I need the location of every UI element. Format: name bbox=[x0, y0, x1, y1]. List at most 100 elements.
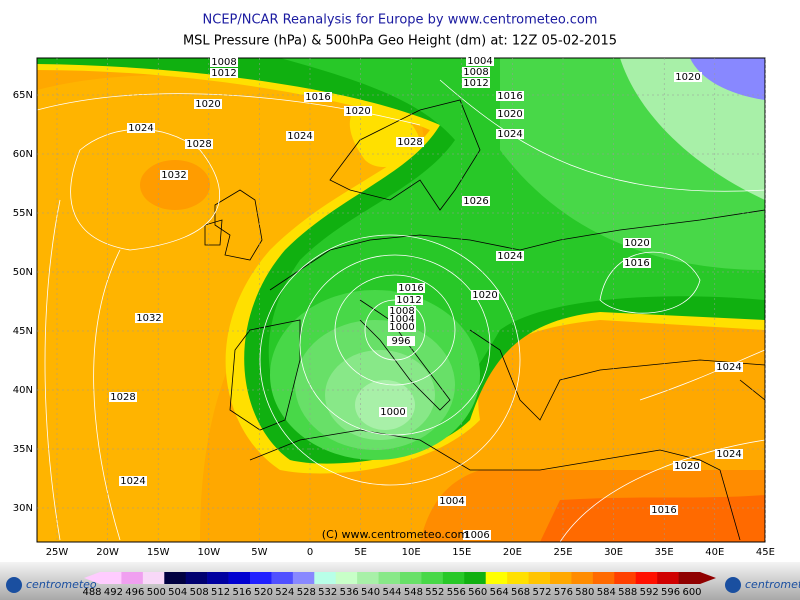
lon-label: 15W bbox=[147, 547, 170, 558]
isobar-label-box bbox=[127, 123, 155, 133]
isobar-label-box bbox=[496, 251, 524, 261]
colorbar-label: 572 bbox=[532, 587, 551, 598]
isobar-label: 1024 bbox=[120, 476, 145, 487]
isobar-label: 1020 bbox=[497, 109, 522, 120]
colorbar-label: 580 bbox=[575, 587, 594, 598]
colorbar-swatch bbox=[571, 572, 594, 584]
logo-icon bbox=[6, 577, 22, 593]
logo: centrometeo bbox=[745, 578, 800, 591]
isobar-label-box bbox=[387, 336, 415, 346]
colorbar-label: 548 bbox=[404, 587, 423, 598]
logo: centrometeo bbox=[26, 578, 97, 591]
isobar-label-box bbox=[715, 449, 743, 459]
isobar-label: 1020 bbox=[674, 461, 699, 472]
isobar-label: 1008 bbox=[463, 67, 488, 78]
colorbar-swatch bbox=[121, 572, 144, 584]
colorbar-label: 600 bbox=[682, 587, 701, 598]
isobar-label-box bbox=[185, 139, 213, 149]
colorbar-swatch bbox=[592, 572, 615, 584]
isobar-label-box bbox=[496, 109, 524, 119]
isobar-label: 1006 bbox=[464, 530, 489, 541]
colorbar-swatch bbox=[464, 572, 487, 584]
isobar-label: 1020 bbox=[624, 238, 649, 249]
colorbar-label: 592 bbox=[640, 587, 659, 598]
isobar-label: 1020 bbox=[675, 72, 700, 83]
colorbar-swatch bbox=[400, 572, 422, 584]
isobar-label: 1024 bbox=[287, 131, 312, 142]
isobar-label-box bbox=[344, 106, 372, 116]
colorbar-swatch bbox=[421, 572, 444, 584]
colorbar-swatch bbox=[678, 572, 701, 584]
isobar-label: 1012 bbox=[463, 78, 488, 89]
isobar-label-box bbox=[396, 137, 424, 147]
isobar-label: 1016 bbox=[651, 505, 676, 516]
isobar-label-box bbox=[674, 72, 702, 82]
subtitle: MSL Pressure (hPa) & 500hPa Geo Height (… bbox=[183, 34, 617, 49]
isobar-label-box bbox=[623, 238, 651, 248]
isobar-label: 1008 bbox=[389, 306, 414, 317]
isobar-label-box bbox=[304, 92, 332, 102]
colorbar-label: 584 bbox=[597, 587, 616, 598]
isobar-label: 1024 bbox=[716, 362, 741, 373]
isobar-label: 1028 bbox=[397, 137, 422, 148]
colorbar-arrow bbox=[700, 572, 716, 584]
colorbar-label: 512 bbox=[211, 587, 230, 598]
isobar-label-box bbox=[194, 99, 222, 109]
colorbar-swatch bbox=[442, 572, 465, 584]
isobar-label-box bbox=[466, 56, 494, 66]
isobar-label-box bbox=[397, 283, 425, 293]
colorbar-label: 520 bbox=[254, 587, 273, 598]
colorbar-label: 568 bbox=[511, 587, 530, 598]
colorbar-label: 492 bbox=[104, 587, 123, 598]
colorbar-label: 596 bbox=[661, 587, 680, 598]
isobar-label: 1008 bbox=[211, 57, 236, 68]
isobar-label: 1028 bbox=[110, 392, 135, 403]
isobar-label-box bbox=[109, 392, 137, 402]
graticule: 25W 20W 15W 10W 5W 0 5E 10E 15E 20E 25E 30E 35E 40E 45… bbox=[13, 58, 775, 558]
isobar-label-box bbox=[388, 322, 416, 332]
isobar-label-box bbox=[462, 78, 490, 88]
isobar-label-box bbox=[462, 67, 490, 77]
colorbar-label: 576 bbox=[554, 587, 573, 598]
title: NCEP/NCAR Reanalysis for Europe by www.c… bbox=[203, 13, 598, 28]
colorbar-swatch bbox=[550, 572, 572, 584]
isobar-label: 1016 bbox=[497, 91, 522, 102]
lon-label: 10E bbox=[402, 547, 421, 558]
colorbar-swatch bbox=[185, 572, 208, 584]
isobar-label-box bbox=[210, 57, 238, 67]
lon-label: 20W bbox=[96, 547, 119, 558]
lon-label: 35E bbox=[655, 547, 674, 558]
lat-label: 55N bbox=[13, 208, 33, 219]
colorbar-swatch bbox=[142, 572, 165, 584]
lat-label: 65N bbox=[13, 90, 33, 101]
colorbar-swatch bbox=[378, 572, 401, 584]
logo-icon bbox=[725, 577, 741, 593]
isobar-label: 1012 bbox=[396, 295, 421, 306]
isobar-label-box bbox=[395, 295, 423, 305]
isobar-label: 1004 bbox=[439, 496, 464, 507]
colorbar-label: 552 bbox=[425, 587, 444, 598]
colorbar-label: 504 bbox=[168, 587, 187, 598]
colorbar-swatch bbox=[207, 572, 229, 584]
colorbar-label: 488 bbox=[82, 587, 101, 598]
colorbar-label: 544 bbox=[382, 587, 401, 598]
lon-label: 5W bbox=[251, 547, 267, 558]
colorbar-swatch bbox=[250, 572, 272, 584]
lat-label: 60N bbox=[13, 149, 33, 160]
lat-label: 40N bbox=[13, 385, 33, 396]
colorbar-label: 516 bbox=[232, 587, 251, 598]
isobar-label-box bbox=[210, 68, 238, 78]
isobar-label: 996 bbox=[391, 336, 410, 347]
colorbar-swatch bbox=[485, 572, 508, 584]
colorbar-swatch bbox=[657, 572, 679, 584]
colorbar: 488 492 496 500 504 508 512 516 520 524 528 532 536 5… bbox=[82, 572, 716, 598]
copyright: (C) www.centrometeo.com bbox=[322, 528, 468, 541]
isobar-label: 1020 bbox=[345, 106, 370, 117]
colorbar-label: 536 bbox=[340, 587, 359, 598]
lat-label: 45N bbox=[13, 326, 33, 337]
colorbar-swatch bbox=[507, 572, 529, 584]
isobar-label-box bbox=[463, 530, 491, 540]
colorbar-label: 564 bbox=[490, 587, 509, 598]
colorbar-label: 560 bbox=[468, 587, 487, 598]
